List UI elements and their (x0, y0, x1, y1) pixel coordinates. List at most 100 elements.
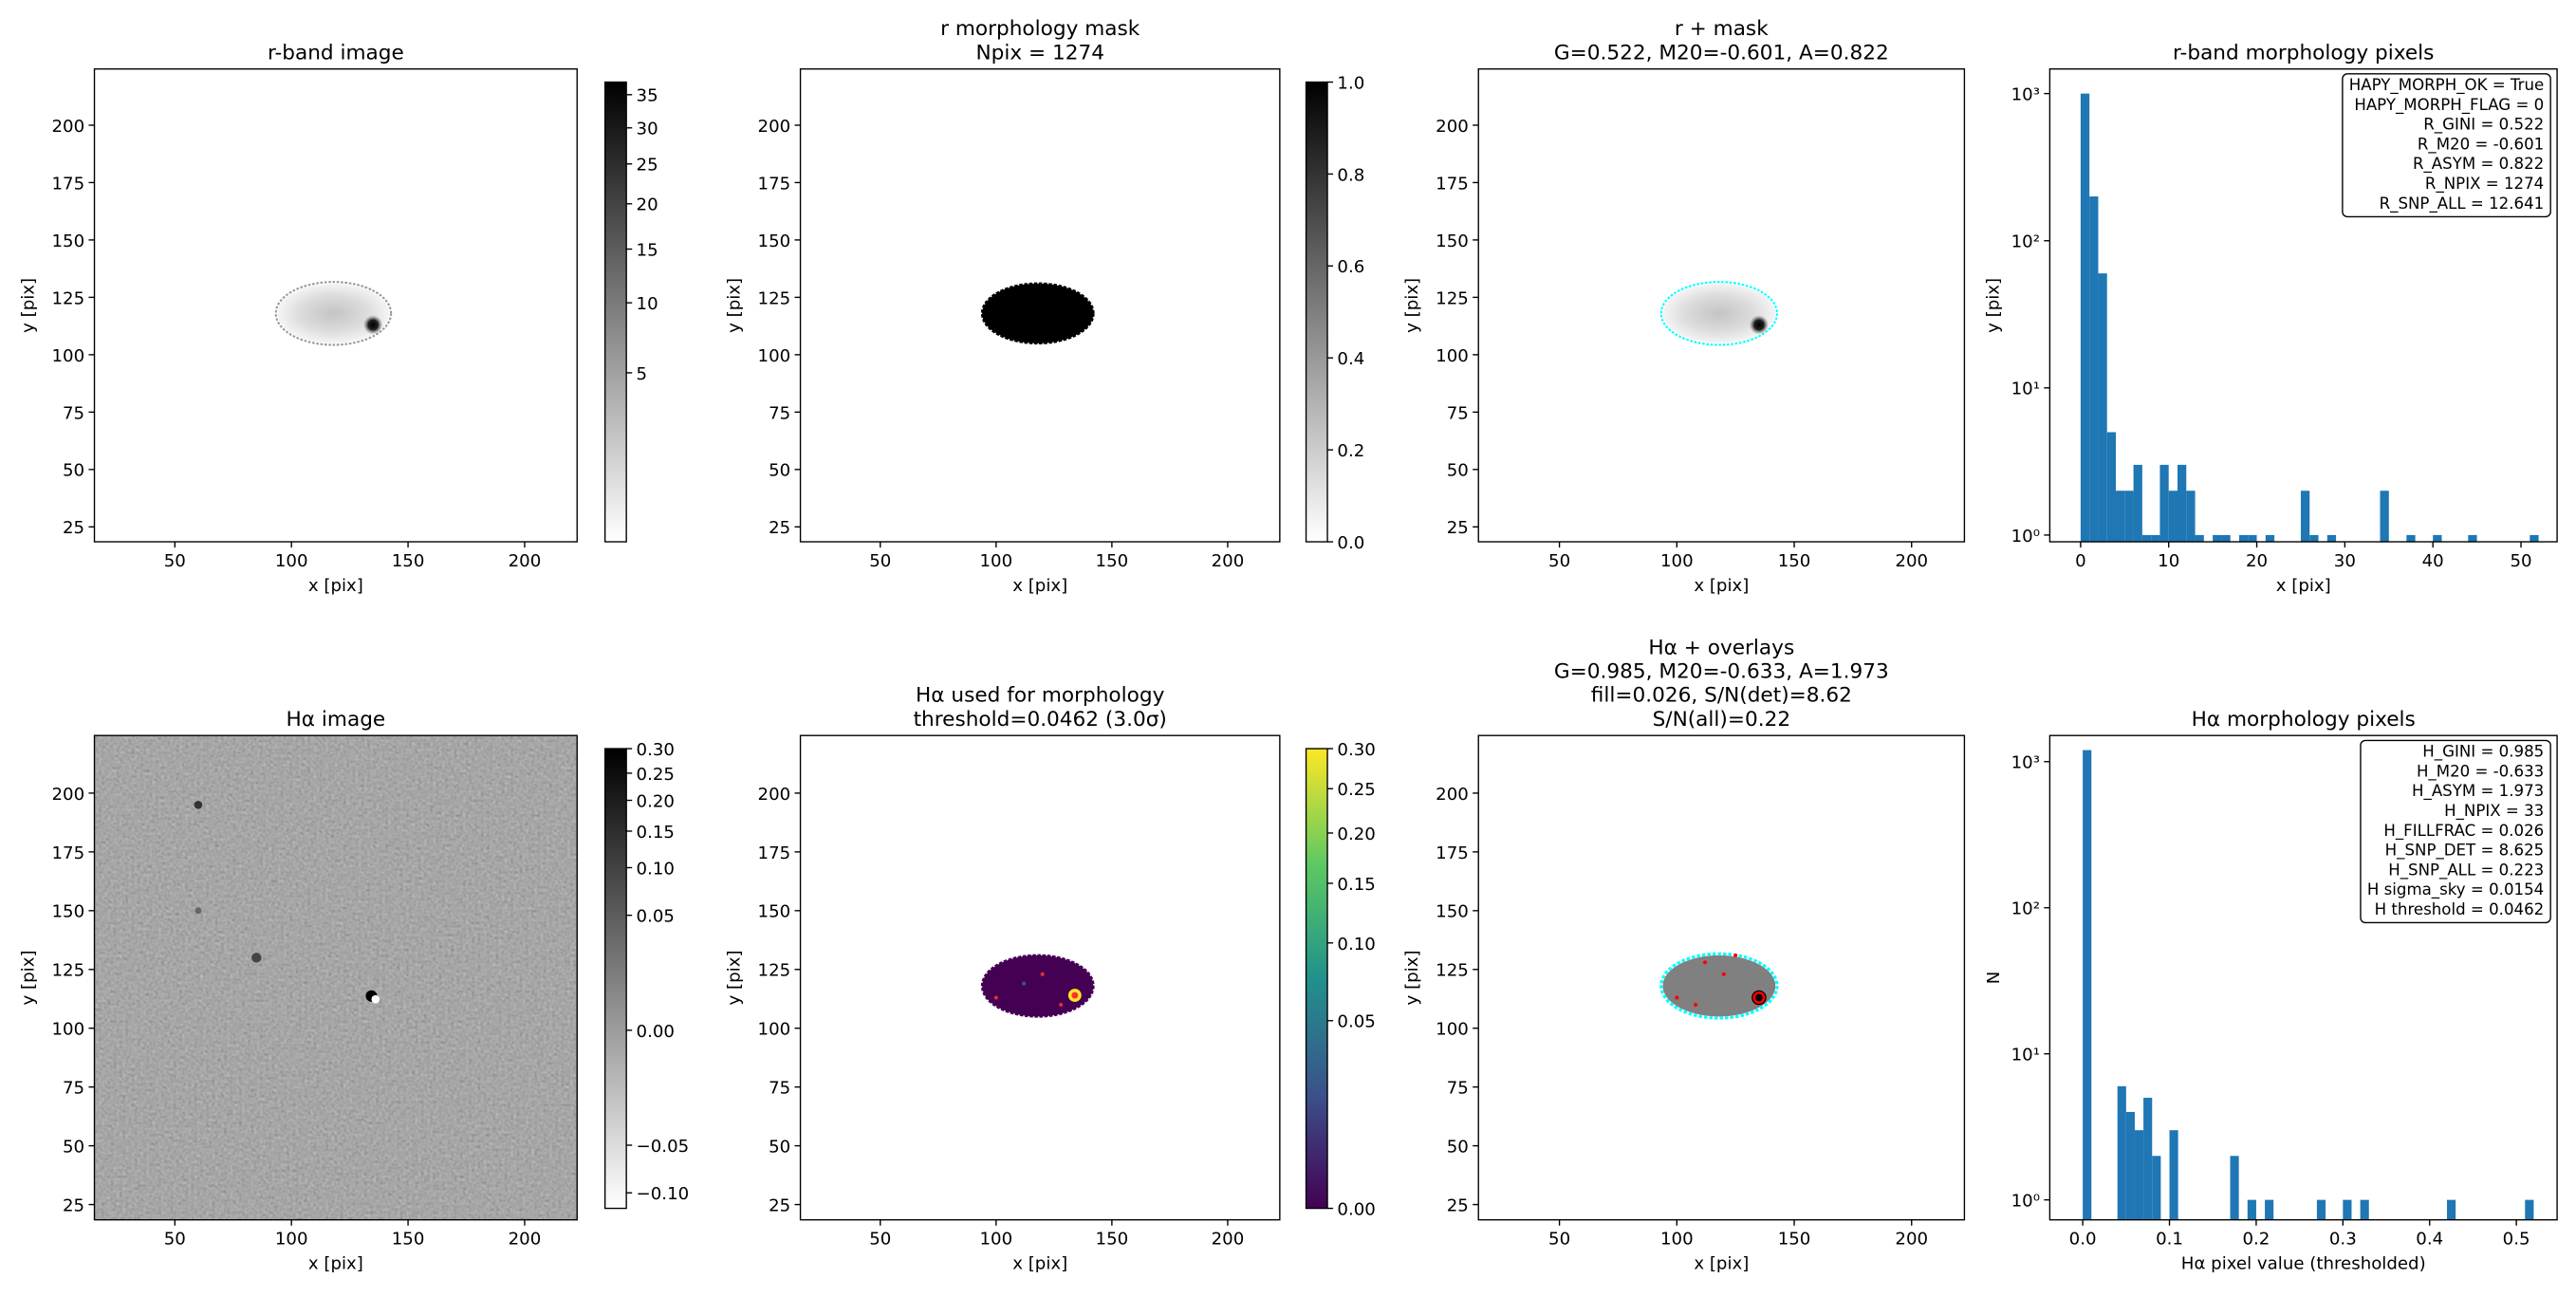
y-tick-label: 100 (51, 346, 84, 366)
y-axis-label: y [pix] (1402, 278, 1422, 333)
x-tick-label: 50 (869, 551, 891, 571)
x-tick-label: 100 (275, 1230, 308, 1250)
x-tick-label: 100 (980, 1230, 1013, 1250)
plot-area (94, 735, 578, 1220)
stats-line: HAPY_MORPH_FLAG = 0 (2354, 96, 2544, 115)
y-tick-label: 75 (63, 1079, 84, 1099)
hist-bar (2152, 1156, 2161, 1220)
y-tick-label: 150 (1436, 232, 1469, 251)
y-tick-label: 25 (63, 1195, 84, 1215)
x-tick-label: 200 (1895, 551, 1928, 571)
colorbar-tick-label: −0.10 (637, 1184, 690, 1204)
y-tick-label: 100 (758, 346, 791, 366)
y-tick-label: 10⁰ (2011, 1192, 2040, 1212)
star (362, 315, 383, 335)
det-pixel (1702, 960, 1708, 965)
mask-contour (274, 281, 393, 346)
panel-title: r + mask (1675, 17, 1769, 41)
panel: 50 100 150 200 25 50 75 100 125 150 175 200 x [pix] y… (18, 41, 658, 596)
y-tick-label: 125 (51, 288, 84, 308)
x-axis-label: Hα pixel value (thresholded) (2181, 1254, 2426, 1274)
hist-bar (2326, 534, 2337, 543)
y-tick-label: 50 (1447, 1138, 1469, 1158)
colorbar-tick-label: 0.20 (637, 791, 675, 811)
plot-area (274, 281, 393, 346)
y-tick-label: 10¹ (2011, 1046, 2040, 1065)
x-tick-label: 0.0 (2069, 1230, 2097, 1250)
colorbar-tick-label: 0.10 (637, 859, 675, 879)
stats-line: R_NPIX = 1274 (2425, 175, 2544, 194)
stats-line: H_SNP_DET = 8.625 (2385, 842, 2545, 861)
star-det (1752, 991, 1766, 1004)
panel: 50 100 150 200 25 50 75 100 125 150 175 200 x [pix] y… (1402, 17, 1966, 596)
hist-bar (2447, 1199, 2456, 1220)
x-tick-label: 50 (2510, 551, 2531, 571)
stats-line: H_SNP_ALL = 0.223 (2388, 861, 2544, 880)
y-axis-label: y [pix] (1402, 950, 1422, 1005)
pixel (1040, 972, 1045, 976)
stats-line: HAPY_MORPH_OK = True (2349, 76, 2544, 95)
y-tick-label: 75 (1447, 403, 1469, 423)
panel-title: G=0.985, M20=-0.633, A=1.973 (1554, 660, 1889, 684)
x-tick-label: 150 (392, 1230, 425, 1250)
y-axis-label: y [pix] (725, 278, 745, 333)
hist-bar (2117, 1085, 2126, 1220)
colorbar-tick-label: 0.20 (1337, 825, 1375, 844)
y-tick-label: 10¹ (2011, 380, 2040, 399)
blob (194, 800, 203, 809)
colorbar-tick-label: 0.30 (637, 740, 675, 760)
colorbar-tick-label: 0.8 (1337, 165, 1364, 185)
colorbar (603, 81, 627, 543)
stats-line: R_M20 = -0.601 (2418, 135, 2544, 154)
stats-line: H_ASYM = 1.973 (2412, 782, 2544, 801)
stats-box (2360, 739, 2551, 924)
x-tick-label: 200 (1212, 1230, 1245, 1250)
axes-frame (799, 734, 1281, 1221)
axes-frame (799, 67, 1281, 543)
x-tick-label: 0.2 (2242, 1230, 2270, 1250)
hist-bar (2083, 750, 2092, 1220)
hist-bar (2151, 534, 2160, 543)
hist-bar (2080, 93, 2090, 543)
plot-area (2083, 750, 2534, 1220)
y-axis-label: y [pix] (1984, 278, 2004, 333)
colorbar-tick-label: 0.2 (1337, 441, 1364, 461)
stats-line: R_GINI = 0.522 (2423, 116, 2544, 135)
y-tick-label: 125 (51, 961, 84, 981)
panel: 0.0 0.1 0.2 0.3 0.4 0.5 10⁰ 10¹ 10² 10³ Hα pixel v… (1984, 708, 2558, 1274)
colorbar-tick-label: 1.0 (1337, 73, 1364, 93)
colorbar-tick-label: 30 (637, 120, 658, 139)
x-axis-label: x [pix] (1694, 1254, 1749, 1274)
hist-bar (2177, 464, 2187, 543)
stats-line: H_FILLFRAC = 0.026 (2383, 822, 2544, 841)
x-tick-label: 100 (1660, 1230, 1694, 1250)
hist-bar (2230, 1156, 2239, 1220)
colorbar-tick-label: 0.10 (1337, 935, 1375, 954)
x-tick-label: 30 (2334, 551, 2356, 571)
det-pixel (1721, 972, 1726, 976)
y-tick-label: 200 (51, 785, 84, 805)
x-tick-label: 0.3 (2329, 1230, 2357, 1250)
y-tick-label: 125 (758, 288, 791, 308)
x-tick-label: 150 (392, 551, 425, 571)
x-tick-label: 0 (2075, 551, 2086, 571)
panel: 50 100 150 200 25 50 75 100 125 150 175 200 x [pix] y… (725, 17, 1365, 596)
colorbar-tick-label: 0.4 (1337, 349, 1364, 369)
hist-bar (2238, 534, 2249, 543)
colorbar-tick-label: 20 (637, 195, 658, 215)
pixel (1022, 981, 1027, 986)
colorbar-tick-label: 0.05 (637, 907, 675, 927)
axes-frame (1477, 734, 1966, 1221)
star-core (1071, 991, 1079, 999)
hist-bar (2116, 491, 2125, 543)
axes-frame (1477, 67, 1966, 543)
y-tick-label: 25 (1447, 518, 1469, 538)
y-tick-label: 100 (758, 1020, 791, 1040)
axes-frame (93, 734, 578, 1221)
colorbar (1305, 748, 1328, 1210)
x-tick-label: 50 (164, 551, 186, 571)
panel-title: S/N(all)=0.22 (1653, 708, 1791, 732)
hist-bar (2141, 534, 2152, 543)
axes-frame (2048, 67, 2558, 543)
hist-bar (2213, 534, 2222, 543)
